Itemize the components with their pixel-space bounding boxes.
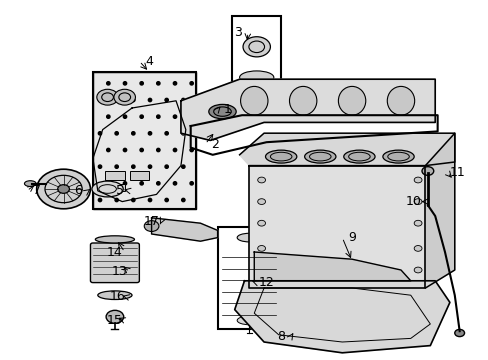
Bar xyxy=(93,72,195,209)
Ellipse shape xyxy=(289,86,316,115)
Bar xyxy=(93,72,195,209)
Ellipse shape xyxy=(237,233,261,242)
Polygon shape xyxy=(239,133,454,166)
Ellipse shape xyxy=(265,150,296,163)
Circle shape xyxy=(413,246,421,251)
Circle shape xyxy=(97,89,118,105)
Circle shape xyxy=(144,221,159,231)
Text: 10: 10 xyxy=(405,195,420,208)
Ellipse shape xyxy=(304,150,335,163)
Ellipse shape xyxy=(92,181,123,197)
Ellipse shape xyxy=(95,236,134,243)
Text: 15: 15 xyxy=(107,314,122,327)
Text: 3: 3 xyxy=(234,26,242,39)
Text: 14: 14 xyxy=(107,246,122,258)
Circle shape xyxy=(106,310,123,323)
Circle shape xyxy=(257,177,265,183)
Ellipse shape xyxy=(98,291,132,300)
Text: 13: 13 xyxy=(112,265,127,278)
Polygon shape xyxy=(151,218,217,241)
Bar xyxy=(105,171,124,180)
Bar xyxy=(232,16,281,97)
Circle shape xyxy=(243,37,270,57)
Circle shape xyxy=(257,199,265,204)
Ellipse shape xyxy=(237,316,261,325)
Text: 1: 1 xyxy=(223,103,231,116)
Text: 4: 4 xyxy=(145,55,153,68)
Text: 12: 12 xyxy=(258,276,274,289)
Text: 11: 11 xyxy=(448,166,464,179)
Circle shape xyxy=(413,220,421,226)
Circle shape xyxy=(58,185,69,193)
Text: 6: 6 xyxy=(74,184,82,197)
Circle shape xyxy=(413,199,421,204)
Circle shape xyxy=(114,89,135,105)
Ellipse shape xyxy=(239,71,273,84)
Bar xyxy=(217,227,281,329)
FancyBboxPatch shape xyxy=(90,243,139,283)
Circle shape xyxy=(257,220,265,226)
Circle shape xyxy=(454,329,464,337)
Bar xyxy=(129,171,149,180)
Ellipse shape xyxy=(386,86,414,115)
Text: 17: 17 xyxy=(143,215,159,228)
Ellipse shape xyxy=(240,86,267,115)
Circle shape xyxy=(413,177,421,183)
Circle shape xyxy=(257,267,265,273)
Text: 7: 7 xyxy=(33,184,41,197)
Text: 16: 16 xyxy=(109,291,125,303)
Polygon shape xyxy=(234,281,449,353)
Text: 8: 8 xyxy=(277,330,285,343)
Circle shape xyxy=(257,246,265,251)
Polygon shape xyxy=(181,79,434,140)
Ellipse shape xyxy=(24,181,36,186)
Circle shape xyxy=(37,169,90,209)
Circle shape xyxy=(421,167,433,175)
Polygon shape xyxy=(249,166,425,288)
Ellipse shape xyxy=(338,86,365,115)
Bar xyxy=(105,184,124,191)
Ellipse shape xyxy=(382,150,413,163)
Polygon shape xyxy=(425,133,454,288)
Polygon shape xyxy=(254,252,410,281)
Ellipse shape xyxy=(208,104,236,119)
Text: 5: 5 xyxy=(116,184,123,197)
Circle shape xyxy=(413,267,421,273)
Ellipse shape xyxy=(343,150,374,163)
Text: 2: 2 xyxy=(211,138,219,150)
Text: 9: 9 xyxy=(347,231,355,244)
